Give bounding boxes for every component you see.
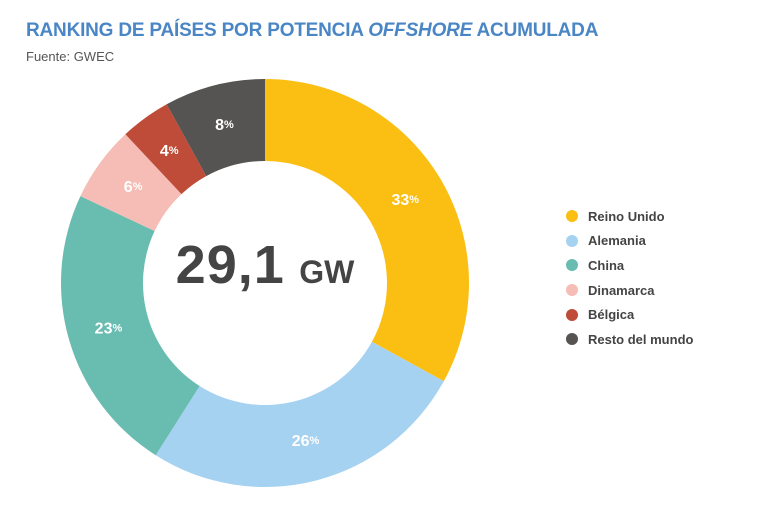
- legend-item-resto-del-mundo: Resto del mundo: [566, 327, 693, 352]
- chart-title-prefix: RANKING DE PAÍSES POR POTENCIA: [26, 20, 369, 41]
- legend-label: Dinamarca: [588, 282, 655, 298]
- legend-item-alemania: Alemania: [566, 229, 693, 254]
- legend-item-reino-unido: Reino Unido: [566, 204, 693, 229]
- donut-slice-belgica: [125, 104, 207, 195]
- legend-label: China: [588, 257, 625, 273]
- legend-item-china: China: [566, 253, 693, 278]
- donut-slice-labels: 33% 26% 23% 6% 4% 8%: [95, 117, 420, 450]
- donut-slice-alemania: [155, 341, 444, 487]
- legend-swatch: [566, 308, 578, 321]
- donut-center-total: 29,1 GW: [176, 235, 355, 295]
- donut-slice-label-reino-unido: 33%: [392, 192, 420, 209]
- donut-center-value: 29,1: [176, 235, 285, 295]
- chart-title-emphasis: OFFSHORE: [368, 20, 473, 41]
- chart-title-suffix: ACUMULADA: [472, 20, 599, 41]
- donut-slice-resto-del-mundo: [166, 79, 265, 177]
- chart-title: RANKING DE PAÍSES POR POTENCIA OFFSHORE …: [26, 20, 598, 42]
- legend-label: Alemania: [588, 233, 646, 249]
- legend-swatch: [566, 259, 578, 272]
- legend-item-belgica: Bélgica: [566, 302, 693, 327]
- donut-slice-label-china: 23%: [95, 320, 123, 337]
- legend-label: Resto del mundo: [588, 331, 694, 347]
- legend-item-dinamarca: Dinamarca: [566, 278, 693, 303]
- donut-slice-label-alemania: 26%: [292, 432, 320, 449]
- donut-slices: [60, 79, 469, 487]
- chart-legend: Reino Unido Alemania China Dinamarca Bélgica…: [566, 204, 693, 352]
- legend-swatch: [566, 284, 578, 297]
- donut-center-unit: GW: [299, 254, 355, 290]
- legend-swatch: [566, 234, 578, 247]
- donut-slice-label-dinamarca: 6%: [124, 179, 143, 196]
- legend-swatch: [566, 333, 578, 346]
- donut-slice-reino-unido: [265, 79, 469, 382]
- legend-swatch: [566, 210, 578, 223]
- chart-source: Fuente: GWEC: [26, 49, 115, 64]
- donut-slice-label-belgica: 4%: [160, 143, 179, 160]
- donut-slice-label-resto-del-mundo: 8%: [215, 117, 234, 134]
- legend-label: Bélgica: [588, 307, 635, 323]
- legend-label: Reino Unido: [588, 208, 665, 224]
- donut-slice-china: [60, 196, 200, 456]
- donut-slice-dinamarca: [80, 134, 182, 232]
